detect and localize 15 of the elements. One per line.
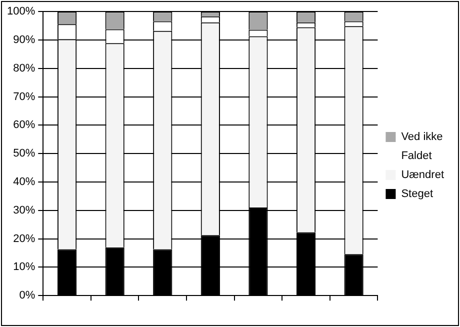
y-tick-label: 10% <box>13 261 36 274</box>
legend-label: Uændret <box>401 169 444 182</box>
y-tick-label: 70% <box>13 90 36 103</box>
y-tick-label: 50% <box>13 148 36 160</box>
y-tick-label: 100% <box>6 6 36 18</box>
y-tick-label: 20% <box>13 232 36 245</box>
y-tick-label: 90% <box>13 34 36 46</box>
text: Faldet <box>401 150 432 162</box>
y-tick-label: 60% <box>13 119 36 132</box>
y-tick-label: 30% <box>13 204 36 216</box>
legend-label: Steget <box>401 188 434 200</box>
y-tick-label: 0% <box>19 290 36 302</box>
y-tick-label: 80% <box>13 62 36 74</box>
legend-label: Ved ikke <box>401 131 443 144</box>
y-tick-label: 40% <box>13 176 36 188</box>
